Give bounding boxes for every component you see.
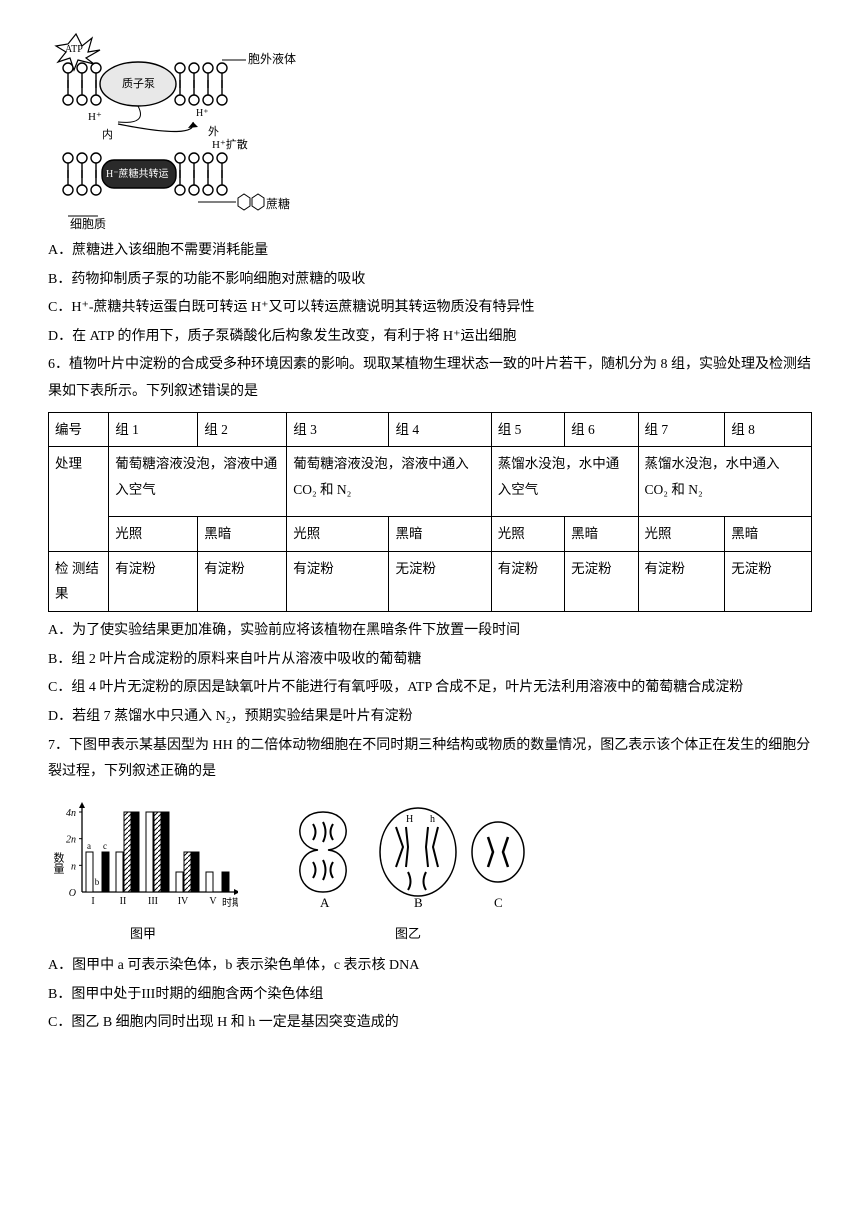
svg-text:n: n <box>71 861 76 872</box>
q7-option-a: A．图甲中 a 可表示染色体，b 表示染色单体，c 表示核 DNA <box>48 953 812 980</box>
q7-stem: 7．下图甲表示某基因型为 HH 的二倍体动物细胞在不同时期三种结构或物质的数量情… <box>48 733 812 786</box>
treat-2: 葡萄糖溶液没泡，溶液中通入 CO₂ 和 N₂ <box>287 447 492 517</box>
caption-jia: 图甲 <box>48 922 238 947</box>
table-row: 光照 黑暗 光照 黑暗 光照 黑暗 光照 黑暗 <box>49 517 812 552</box>
cell-b-label: B <box>414 895 423 910</box>
cytoplasm-label: 细胞质 <box>70 217 106 230</box>
q6-option-a: A．为了使实验结果更加准确，实验前应将该植物在黑暗条件下放置一段时间 <box>48 618 812 645</box>
svg-text:4n: 4n <box>66 808 76 819</box>
light-8: 黑暗 <box>725 517 812 552</box>
cell-c-label: C <box>494 895 503 910</box>
q7-figures: On2n4n数量时期IIIIIIIVVabc 图甲 A <box>48 792 812 947</box>
res-4: 无淀粉 <box>389 551 491 611</box>
res-2: 有淀粉 <box>198 551 287 611</box>
result-label: 检 测结果 <box>49 551 109 611</box>
h-label-2: H⁺ <box>196 108 209 119</box>
res-5: 有淀粉 <box>491 551 564 611</box>
light-1: 光照 <box>109 517 198 552</box>
cell-diagram-yi: A H h B C <box>278 792 538 912</box>
svg-text:b: b <box>95 877 100 887</box>
th-id: 编号 <box>49 412 109 447</box>
res-1: 有淀粉 <box>109 551 198 611</box>
res-8: 无淀粉 <box>725 551 812 611</box>
cotransporter-label: H⁻蔗糖共转运 <box>106 167 169 180</box>
inside-label: 内 <box>102 127 113 141</box>
b-label-h: H <box>406 814 413 825</box>
light-6: 黑暗 <box>565 517 638 552</box>
light-2: 黑暗 <box>198 517 287 552</box>
treat-3: 蒸馏水没泡，水中通入空气 <box>491 447 638 517</box>
svg-text:c: c <box>103 841 107 851</box>
svg-text:O: O <box>69 888 76 899</box>
membrane-diagram: ATP 质子泵 胞外液体 H⁺ 内 外 H⁺ H⁺扩散 H⁻蔗糖共转运 <box>48 30 308 230</box>
th-8: 组 8 <box>725 412 812 447</box>
svg-text:2n: 2n <box>66 834 76 845</box>
q5-option-d: D．在 ATP 的作用下，质子泵磷酸化后构象发生改变，有利于将 H⁺运出细胞 <box>48 324 812 351</box>
q6-option-c: C．组 4 叶片无淀粉的原因是缺氧叶片不能进行有氧呼吸，ATP 合成不足，叶片无… <box>48 675 812 702</box>
bar-chart-jia: On2n4n数量时期IIIIIIIVVabc <box>48 792 238 912</box>
q5-option-c: C．H⁺-蔗糖共转运蛋白既可转运 H⁺又可以转运蔗糖说明其转运物质没有特异性 <box>48 295 812 322</box>
svg-text:IV: IV <box>178 896 189 907</box>
b-label-h2: h <box>430 814 435 825</box>
extracellular-label: 胞外液体 <box>248 51 296 66</box>
res-6: 无淀粉 <box>565 551 638 611</box>
pump-label: 质子泵 <box>122 77 155 90</box>
th-3: 组 3 <box>287 412 389 447</box>
q5-option-a: A．蔗糖进入该细胞不需要消耗能量 <box>48 238 812 265</box>
svg-text:II: II <box>120 896 127 907</box>
treat-1: 葡萄糖溶液没泡，溶液中通入空气 <box>109 447 287 517</box>
light-4: 黑暗 <box>389 517 491 552</box>
svg-text:时期: 时期 <box>222 897 238 909</box>
table-row: 处理 葡萄糖溶液没泡，溶液中通入空气 葡萄糖溶液没泡，溶液中通入 CO₂ 和 N… <box>49 447 812 517</box>
svg-text:V: V <box>209 896 217 907</box>
q6-table: 编号 组 1 组 2 组 3 组 4 组 5 组 6 组 7 组 8 处理 葡萄… <box>48 412 812 613</box>
cell-a-label: A <box>320 895 330 910</box>
svg-text:数量: 数量 <box>52 851 65 873</box>
sucrose-label: 蔗糖 <box>266 196 290 211</box>
h-label-1: H⁺ <box>88 111 102 123</box>
diffusion-label: H⁺扩散 <box>212 137 248 151</box>
caption-yi: 图乙 <box>278 922 538 947</box>
q7-option-c: C．图乙 B 细胞内同时出现 H 和 h 一定是基因突变造成的 <box>48 1010 812 1037</box>
q6-option-b: B．组 2 叶片合成淀粉的原料来自叶片从溶液中吸收的葡萄糖 <box>48 647 812 674</box>
light-7: 光照 <box>638 517 725 552</box>
th-5: 组 5 <box>491 412 564 447</box>
q6-stem: 6．植物叶片中淀粉的合成受多种环境因素的影响。现取某植物生理状态一致的叶片若干，… <box>48 352 812 405</box>
outside-label: 外 <box>208 125 219 138</box>
res-3: 有淀粉 <box>287 551 389 611</box>
th-2: 组 2 <box>198 412 287 447</box>
treat-4: 蒸馏水没泡，水中通入 CO₂ 和 N₂ <box>638 447 811 517</box>
res-7: 有淀粉 <box>638 551 725 611</box>
th-6: 组 6 <box>565 412 638 447</box>
light-5: 光照 <box>491 517 564 552</box>
th-1: 组 1 <box>109 412 198 447</box>
svg-text:a: a <box>87 841 91 851</box>
th-4: 组 4 <box>389 412 491 447</box>
q7-option-b: B．图甲中处于III时期的细胞含两个染色体组 <box>48 982 812 1009</box>
treat-label: 处理 <box>49 447 109 552</box>
atp-label: ATP <box>65 44 83 55</box>
q5-option-b: B．药物抑制质子泵的功能不影响细胞对蔗糖的吸收 <box>48 267 812 294</box>
th-7: 组 7 <box>638 412 725 447</box>
q6-option-d: D．若组 7 蒸馏水中只通入 N₂，预期实验结果是叶片有淀粉 <box>48 704 812 731</box>
svg-text:III: III <box>148 896 158 907</box>
table-row: 编号 组 1 组 2 组 3 组 4 组 5 组 6 组 7 组 8 <box>49 412 812 447</box>
svg-text:I: I <box>91 896 94 907</box>
table-row: 检 测结果 有淀粉 有淀粉 有淀粉 无淀粉 有淀粉 无淀粉 有淀粉 无淀粉 <box>49 551 812 611</box>
light-3: 光照 <box>287 517 389 552</box>
